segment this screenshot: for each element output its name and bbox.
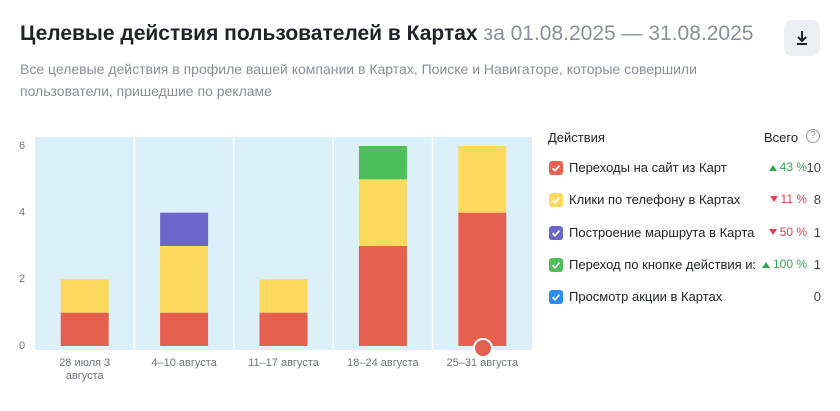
download-button[interactable] — [784, 20, 820, 56]
checkbox[interactable] — [549, 161, 563, 175]
legend-row[interactable]: Клики по телефону в Картах 11 % 8 — [549, 190, 829, 210]
check — [551, 197, 561, 205]
check — [551, 294, 561, 302]
marker — [473, 338, 493, 358]
y-tick-label: 2 — [19, 273, 25, 285]
check — [551, 261, 561, 269]
help-icon[interactable]: ? — [806, 129, 820, 143]
legend-row[interactable]: Просмотр акции в Картах 0 — [549, 287, 829, 307]
legend-row[interactable]: Переход по кнопке действия из 100 % 1 — [549, 255, 829, 275]
total: 1 — [813, 256, 821, 272]
bar-segment — [259, 279, 308, 313]
legend-label: Клики по телефону в Картах — [569, 192, 741, 208]
download-icon — [797, 31, 807, 45]
checkbox[interactable] — [549, 290, 563, 305]
trend-arrow — [769, 196, 778, 203]
legend-row[interactable]: Построение маршрута в Картах 50 % 1 — [549, 223, 829, 243]
legend-row[interactable]: Переходы на сайт из Карт 43 % 10 — [549, 158, 829, 178]
checkbox[interactable] — [549, 193, 563, 208]
checkbox[interactable] — [549, 257, 563, 272]
x-tick-label: 4–10 августа — [151, 357, 217, 369]
x-tick-label: 28 июля 3 августа — [59, 357, 111, 382]
bar-segment — [458, 146, 507, 213]
check — [551, 229, 561, 237]
change-value: 11 % — [780, 192, 807, 207]
change: 50 % — [768, 224, 807, 239]
title-wrap: Целевые действия пользователей в Картах … — [20, 22, 753, 46]
bar-segment — [160, 246, 209, 313]
trend-arrow — [761, 261, 770, 268]
change-value: 43 % — [779, 160, 807, 174]
y-tick-label: 0 — [19, 340, 25, 352]
period[interactable]: за 01.08.2025 — 31.08.2025 — [483, 22, 754, 45]
total: 0 — [813, 289, 821, 305]
legend-label: Переход по кнопке действия из — [569, 256, 755, 272]
y-tick-label: 6 — [19, 140, 25, 152]
change-value: 100 % — [772, 256, 807, 271]
legend-label: Просмотр акции в Картах — [569, 289, 723, 305]
change-value: 50 % — [779, 224, 807, 239]
x-tick-label: 11–17 августа — [248, 357, 319, 369]
y-tick-label: 4 — [19, 207, 25, 219]
bar-segment — [358, 246, 407, 346]
title: Целевые действия пользователей в Картах — [20, 22, 478, 45]
bar-segment — [458, 212, 507, 346]
bar-segment — [358, 146, 407, 180]
total-title: Всего — [764, 130, 799, 145]
bar-segment — [160, 212, 209, 246]
check — [551, 165, 561, 173]
total: 1 — [813, 224, 821, 240]
checkbox[interactable] — [549, 225, 563, 240]
bar-segment — [60, 312, 109, 346]
change: 11 % — [769, 192, 807, 207]
change: 100 % — [761, 256, 807, 271]
trend-arrow — [768, 228, 777, 235]
total: 8 — [813, 192, 821, 208]
total: 10 — [806, 160, 821, 175]
x-tick-label: 25–31 августа — [446, 357, 519, 369]
legend-label: Построение маршрута в Картах — [569, 224, 755, 240]
subtitle: Все целевые действия в профиле вашей ком… — [20, 61, 697, 99]
bar-segment — [358, 179, 407, 246]
legend-label: Переходы на сайт из Карт — [569, 160, 727, 175]
bar-segment — [160, 312, 209, 346]
legend-title: Действия — [548, 130, 605, 145]
bar-segment — [259, 312, 308, 346]
bar-segment — [60, 279, 109, 313]
change: 43 % — [768, 160, 807, 174]
trend-arrow — [768, 165, 777, 171]
chart: 0 2 4 6 — [19, 137, 532, 358]
x-tick-label: 18–24 августа — [347, 357, 419, 369]
